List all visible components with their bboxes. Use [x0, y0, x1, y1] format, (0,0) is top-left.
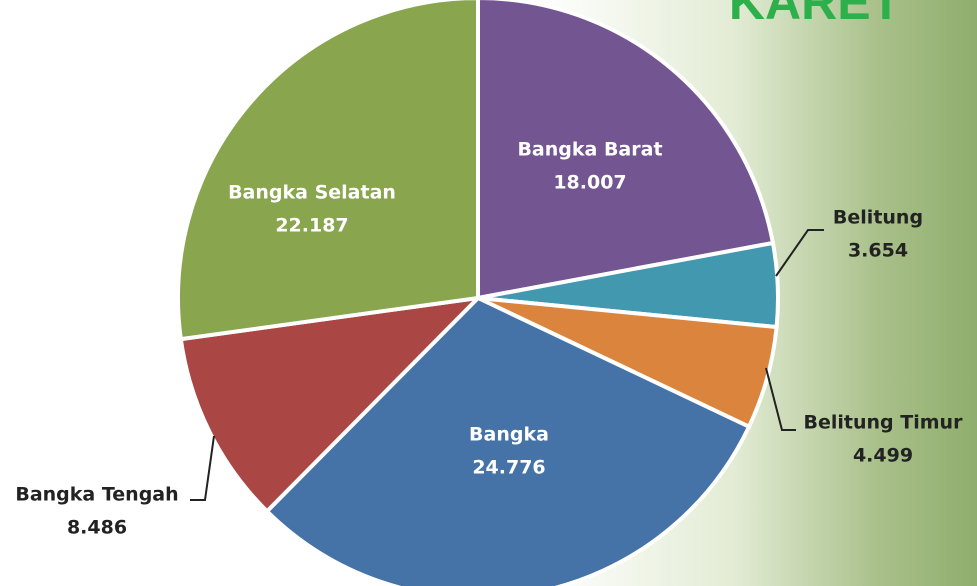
- leader-line: [190, 435, 215, 501]
- chart-title: KARET: [729, 0, 901, 30]
- slices: [176, 0, 780, 586]
- slice: [176, 0, 480, 342]
- slice-label: Belitung Timur: [804, 412, 964, 434]
- slice-label: Bangka: [469, 424, 549, 446]
- slice-value: 24.776: [472, 457, 545, 479]
- leader-line: [765, 367, 796, 431]
- slice: [264, 295, 752, 586]
- slice-value: 8.486: [67, 517, 127, 539]
- slice: [178, 295, 484, 515]
- slice-value: 3.654: [848, 240, 908, 262]
- slice-value: 18.007: [553, 172, 626, 194]
- slice-value: 4.499: [853, 445, 913, 467]
- slice-label: Bangka Selatan: [228, 182, 396, 204]
- leader-lines: [190, 229, 824, 501]
- leader-line: [775, 229, 824, 277]
- slice: [476, 0, 776, 301]
- labels: Bangka Barat 18.007 Belitung 3.654 Belitung …: [15, 139, 963, 539]
- slice-label: Belitung: [833, 207, 923, 229]
- slice-label: Bangka Tengah: [15, 484, 178, 506]
- slice-value: 22.187: [275, 215, 348, 237]
- slice-label: Bangka Barat: [517, 139, 662, 161]
